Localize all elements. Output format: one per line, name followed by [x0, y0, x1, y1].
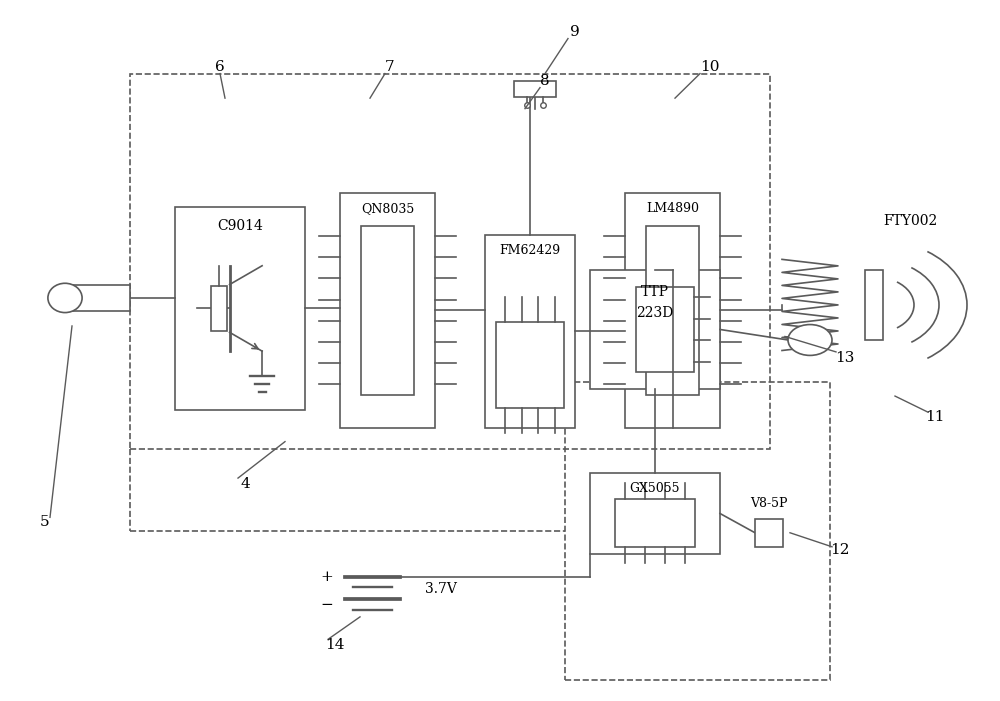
Bar: [636, 287, 694, 372]
Text: 3.7V: 3.7V: [425, 582, 457, 596]
Bar: [65, 285, 130, 311]
Bar: [646, 226, 699, 395]
Text: LM4890: LM4890: [646, 202, 699, 215]
Text: C9014: C9014: [217, 219, 263, 233]
Circle shape: [788, 325, 832, 355]
Text: 9: 9: [570, 25, 580, 39]
Text: 12: 12: [830, 543, 850, 557]
Text: TTP: TTP: [641, 285, 669, 299]
Text: FM62429: FM62429: [499, 244, 561, 257]
Text: +: +: [321, 570, 333, 584]
Bar: [565, 382, 830, 680]
Text: 10: 10: [700, 60, 720, 74]
Text: GX5055: GX5055: [630, 482, 680, 495]
Text: 5: 5: [40, 515, 50, 529]
Text: 11: 11: [925, 410, 945, 424]
Text: 4: 4: [240, 477, 250, 491]
Bar: [130, 74, 770, 449]
Bar: [590, 473, 720, 554]
Text: −: −: [321, 598, 333, 612]
Text: 13: 13: [835, 350, 855, 365]
Text: 223D: 223D: [636, 306, 674, 320]
Bar: [211, 286, 227, 331]
Bar: [755, 519, 783, 547]
Bar: [615, 499, 695, 547]
Bar: [175, 207, 305, 410]
Text: V8-5P: V8-5P: [750, 497, 788, 510]
Text: 8: 8: [540, 74, 550, 88]
Bar: [625, 193, 720, 428]
Bar: [865, 270, 883, 340]
Bar: [361, 226, 414, 395]
Bar: [340, 193, 435, 428]
Text: QN8035: QN8035: [361, 202, 414, 215]
Bar: [590, 270, 720, 389]
Text: FTY002: FTY002: [883, 214, 937, 228]
Bar: [485, 235, 575, 428]
Bar: [514, 81, 556, 97]
Bar: [496, 322, 564, 408]
Ellipse shape: [48, 283, 82, 313]
Text: 14: 14: [325, 638, 345, 652]
Text: 6: 6: [215, 60, 225, 74]
Text: 7: 7: [385, 60, 395, 74]
